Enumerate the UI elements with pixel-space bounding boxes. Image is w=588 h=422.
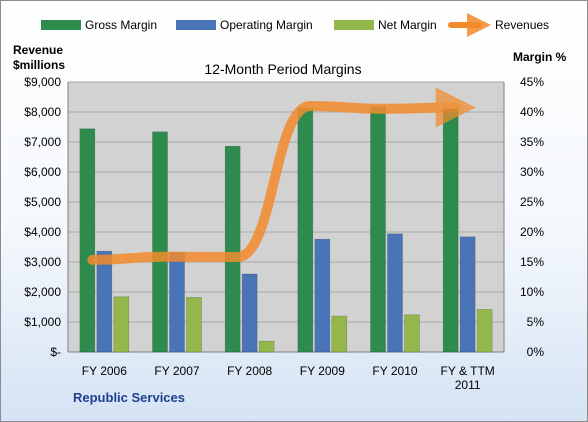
bar-net-margin — [476, 309, 493, 353]
left-tick-label: $8,000 — [24, 105, 61, 119]
revenue-line — [87, 87, 476, 265]
right-tick-label: 40% — [520, 105, 544, 119]
x-tick-label: FY 2007 — [154, 364, 199, 378]
bar-gross-margin — [297, 108, 314, 353]
x-tick-label: FY 2006 — [82, 364, 127, 378]
bar-operating-margin — [241, 273, 258, 353]
revenue-line-path — [87, 87, 476, 265]
legend-label: Gross Margin — [85, 18, 157, 32]
bar-gross-margin — [442, 108, 459, 353]
right-tick-label: 20% — [520, 225, 544, 239]
right-tick-label: 35% — [520, 135, 544, 149]
bar-gross-margin — [370, 106, 386, 353]
gridlines — [67, 81, 505, 353]
legend: Gross Margin Operating Margin Net Margin Re… — [41, 13, 549, 37]
left-axis-title-line1: Revenue — [13, 43, 63, 57]
bar-net-margin — [331, 315, 348, 353]
legend-swatch-net-margin — [334, 20, 374, 30]
bar-operating-margin — [459, 236, 476, 353]
bar-net-margin — [186, 297, 202, 353]
bar-operating-margin — [96, 250, 113, 353]
bar-operating-margin — [387, 233, 403, 353]
legend-label: Net Margin — [378, 18, 437, 32]
right-tick-label: 15% — [520, 255, 544, 269]
x-tick-label: FY 2010 — [372, 364, 417, 378]
left-tick-label: $2,000 — [24, 285, 61, 299]
bar-gross-margin — [152, 131, 168, 353]
left-axis-title-line2: $millions — [13, 58, 65, 72]
left-tick-label: $6,000 — [24, 165, 61, 179]
left-tick-label: $3,000 — [24, 255, 61, 269]
x-tick-label: FY 2009 — [300, 364, 345, 378]
legend-swatch-operating-margin — [176, 20, 216, 30]
x-tick-label: FY 2008 — [227, 364, 272, 378]
bar-operating-margin — [169, 252, 185, 353]
legend-swatch-gross-margin — [41, 20, 81, 30]
bar-gross-margin — [79, 128, 96, 353]
right-tick-label: 30% — [520, 165, 544, 179]
right-axis-title: Margin % — [513, 50, 567, 64]
x-tick-label: 2011 — [455, 378, 481, 392]
right-tick-label: 10% — [520, 285, 544, 299]
legend-label: Revenues — [495, 18, 549, 32]
left-tick-label: $- — [50, 345, 61, 359]
left-axis-ticks: $- $1,000 $2,000 $3,000 $4,000 $5,000 $6,000 $7… — [24, 75, 61, 359]
left-tick-label: $9,000 — [24, 75, 61, 89]
x-axis-ticks: FY 2006 FY 2007 FY 2008 FY 2009 FY 2010 FY & … — [82, 364, 495, 392]
right-tick-label: 25% — [520, 195, 544, 209]
right-tick-label: 5% — [527, 315, 545, 329]
bar-operating-margin — [314, 238, 331, 353]
bar-net-margin — [404, 314, 420, 353]
left-tick-label: $1,000 — [24, 315, 61, 329]
legend-label: Operating Margin — [220, 18, 313, 32]
bars — [79, 106, 493, 353]
left-tick-label: $4,000 — [24, 225, 61, 239]
right-tick-label: 0% — [527, 345, 545, 359]
bar-net-margin — [113, 296, 130, 353]
left-tick-label: $7,000 — [24, 135, 61, 149]
right-axis-ticks: 0% 5% 10% 15% 20% 25% 30% 35% 40% 45% — [520, 75, 544, 359]
right-tick-label: 45% — [520, 75, 544, 89]
bar-gross-margin — [224, 145, 241, 353]
plot-area — [68, 82, 504, 352]
left-tick-label: $5,000 — [24, 195, 61, 209]
bar-net-margin — [258, 340, 275, 353]
company-name: Republic Services — [73, 390, 185, 405]
chart-title: 12-Month Period Margins — [204, 61, 361, 77]
x-tick-label: FY & TTM — [441, 364, 495, 378]
